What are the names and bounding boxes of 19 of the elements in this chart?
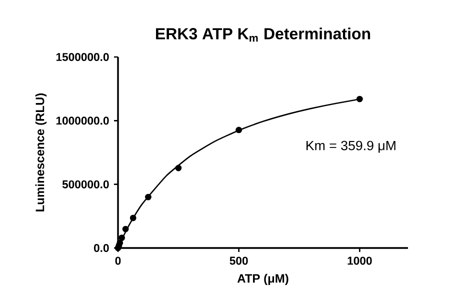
point: [118, 234, 125, 242]
annotation: Km = 359.9 μM: [306, 140, 396, 153]
point: [175, 164, 182, 172]
y-tick-label: 1000000.0: [56, 116, 109, 125]
x-tick-label: 1000: [348, 256, 372, 265]
chart-title: ERK3 ATP K$_{m}$ Determination: [156, 28, 370, 42]
y-axis-title: Luminescence (RLU): [35, 93, 47, 212]
y-tick-label: 500000.0: [62, 180, 109, 188]
point: [236, 126, 242, 134]
point: [116, 240, 124, 246]
y-tick-label: 0.0: [94, 244, 109, 252]
point: [145, 194, 152, 200]
x-tick-label: 500: [230, 256, 248, 265]
point: [122, 226, 129, 232]
x-tick-label: 0: [115, 256, 121, 265]
y-tick-label: 1500000.0: [56, 52, 109, 62]
x-axis-title: ATP (μM): [237, 274, 288, 286]
point: [356, 96, 363, 102]
point: [130, 214, 136, 222]
